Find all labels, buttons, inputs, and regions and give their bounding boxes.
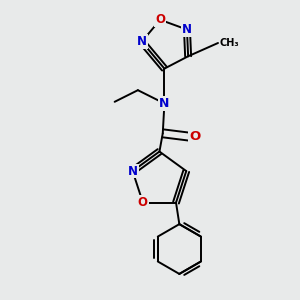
Text: N: N	[128, 165, 138, 178]
Text: O: O	[155, 13, 165, 26]
Text: O: O	[189, 130, 200, 143]
Text: N: N	[137, 35, 147, 48]
Text: N: N	[159, 97, 170, 110]
Text: O: O	[138, 196, 148, 209]
Text: N: N	[182, 23, 192, 36]
Text: CH₃: CH₃	[220, 38, 239, 48]
